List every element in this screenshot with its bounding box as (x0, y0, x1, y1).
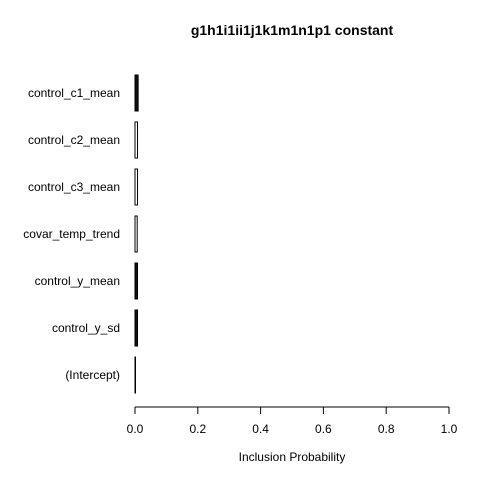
category-label: control_y_sd (52, 321, 120, 335)
category-label: covar_temp_trend (23, 227, 120, 241)
bar (134, 74, 139, 112)
bar (134, 356, 136, 394)
bar (134, 309, 139, 347)
x-axis-label: Inclusion Probability (238, 450, 346, 464)
chart-title: g1h1i1ii1j1k1m1n1p1 constant (190, 22, 394, 38)
category-label: control_c1_mean (28, 86, 120, 100)
bar (134, 121, 139, 159)
bar (134, 168, 139, 206)
x-tick-label: 0.4 (252, 422, 269, 436)
category-label: control_c3_mean (28, 180, 120, 194)
category-label: control_c2_mean (28, 133, 120, 147)
bar (134, 262, 139, 300)
x-tick-label: 0.8 (378, 422, 395, 436)
x-tick-label: 1.0 (441, 422, 458, 436)
x-tick-label: 0.2 (189, 422, 206, 436)
bar (134, 215, 138, 253)
category-label: (Intercept) (65, 368, 120, 382)
x-tick-label: 0.0 (127, 422, 144, 436)
category-label: control_y_mean (35, 274, 120, 288)
x-tick-label: 0.6 (315, 422, 332, 436)
